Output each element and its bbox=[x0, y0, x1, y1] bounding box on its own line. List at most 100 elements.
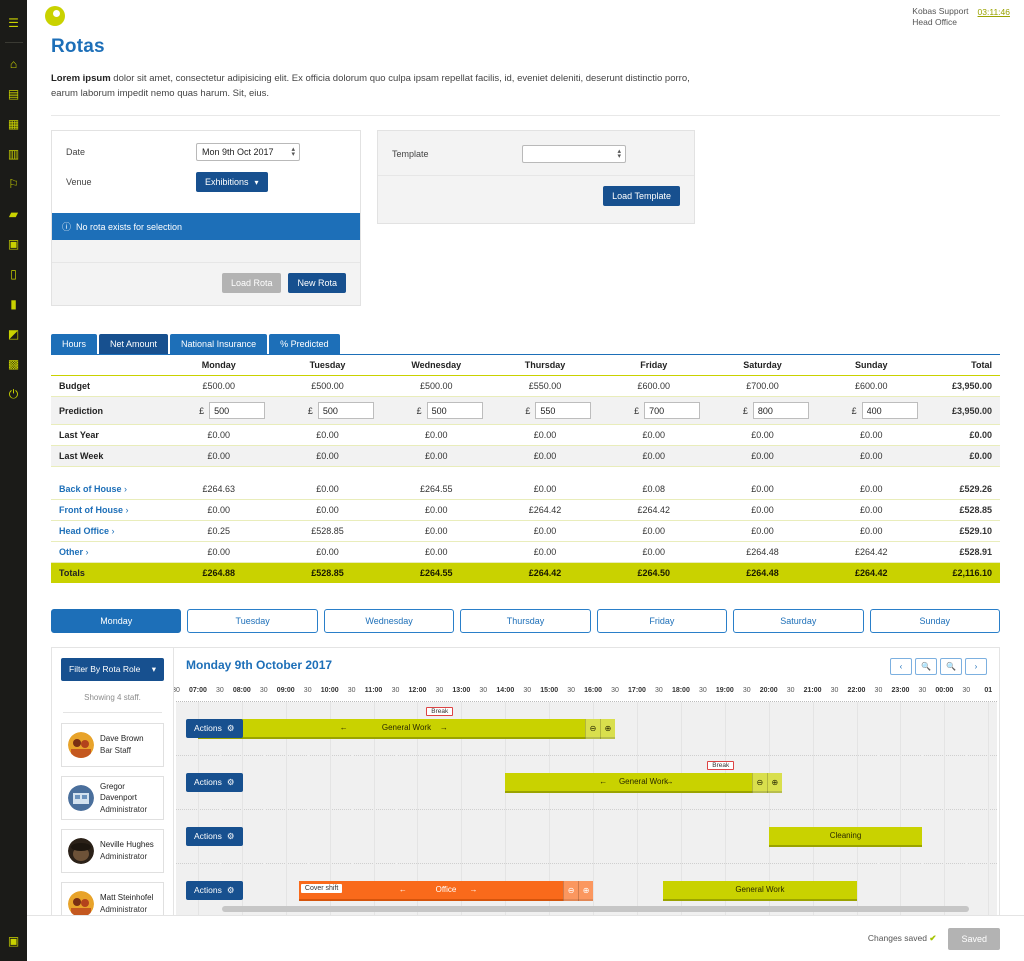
ho-sunday: £0.00 bbox=[816, 520, 926, 542]
timeline-row-neville-hughes: Actions ⚙ Cleaning bbox=[176, 809, 997, 864]
list-item[interactable]: Dave Brown Bar Staff bbox=[61, 722, 164, 767]
date-select[interactable]: Mon 9th Oct 2017 ▴ ▾ bbox=[196, 143, 300, 162]
power-icon[interactable]: ⏻ bbox=[8, 387, 19, 401]
saved-button[interactable]: Saved bbox=[948, 927, 1000, 950]
shift-block[interactable]: ← → General Work ⊖ ⊕ bbox=[197, 718, 616, 739]
shift-move-left-icon[interactable]: ← bbox=[599, 777, 608, 787]
settings-icon[interactable]: ▣ bbox=[7, 934, 20, 948]
home-icon[interactable]: ⌂ bbox=[9, 57, 18, 71]
shift-resize-start-handle[interactable]: ⊖ bbox=[563, 880, 579, 901]
day-tab-monday[interactable]: Monday bbox=[51, 608, 182, 633]
tab-hours[interactable]: Hours bbox=[51, 334, 98, 355]
truck-icon[interactable]: ▰ bbox=[8, 207, 19, 221]
timeline-gridline bbox=[834, 701, 836, 915]
shift-resize-end-handle[interactable]: ⊕ bbox=[600, 718, 616, 739]
card-icon[interactable]: ▣ bbox=[7, 237, 20, 251]
prediction-tuesday-input[interactable] bbox=[317, 402, 374, 420]
timeline-horizontal-scrollbar[interactable] bbox=[222, 905, 969, 912]
calendar-icon[interactable]: ▦ bbox=[7, 117, 20, 131]
day-tab-saturday[interactable]: Saturday bbox=[733, 608, 864, 633]
ruler-hour-label: 11:00 bbox=[364, 686, 383, 694]
spinner-icon: ▴ ▾ bbox=[291, 146, 295, 159]
role-link-head-office[interactable]: Head Office bbox=[59, 526, 115, 536]
venue-field-row: Venue Exhibitions bbox=[66, 172, 346, 193]
tag-icon[interactable]: ⚐ bbox=[8, 177, 19, 191]
day-tab-friday[interactable]: Friday bbox=[596, 608, 728, 633]
prediction-thursday-cell: £ bbox=[490, 396, 600, 426]
role-link-back-of-house[interactable]: Back of House bbox=[59, 484, 127, 494]
actions-button[interactable]: Actions ⚙ bbox=[186, 826, 243, 846]
info-icon: ⓘ bbox=[62, 222, 72, 233]
load-rota-button[interactable]: Load Rota bbox=[221, 273, 282, 294]
filter-by-rota-role-button[interactable]: Filter By Rota Role ▾ bbox=[61, 657, 164, 681]
day-tab-wednesday[interactable]: Wednesday bbox=[323, 608, 455, 633]
shift-block[interactable]: Cover shift ← → Office ⊖ ⊕ bbox=[298, 880, 594, 901]
load-template-button[interactable]: Load Template bbox=[603, 186, 680, 207]
tab-net-amount[interactable]: Net Amount bbox=[99, 334, 169, 355]
actions-button[interactable]: Actions ⚙ bbox=[186, 880, 243, 900]
budget-sunday: £600.00 bbox=[816, 375, 926, 398]
role-link-other[interactable]: Other bbox=[59, 547, 89, 557]
totals-monday: £264.88 bbox=[164, 562, 274, 583]
table-row-totals: Totals £264.88 £528.85 £264.55 £264.42 £… bbox=[51, 562, 1000, 583]
day-tab-thursday[interactable]: Thursday bbox=[460, 608, 591, 633]
day-tab-tuesday[interactable]: Tuesday bbox=[187, 608, 318, 633]
shift-move-right-icon[interactable]: → bbox=[439, 723, 448, 733]
shift-resize-end-handle[interactable]: ⊕ bbox=[766, 772, 782, 793]
role-link-front-of-house[interactable]: Front of House bbox=[59, 505, 129, 515]
break-marker[interactable]: Break bbox=[426, 706, 454, 716]
shift-block[interactable]: General Work bbox=[663, 880, 857, 901]
prediction-saturday-input[interactable] bbox=[752, 402, 809, 420]
clipboard-icon[interactable]: ▤ bbox=[7, 87, 20, 101]
lastweek-friday: £0.00 bbox=[599, 445, 709, 468]
shift-resize-start-handle[interactable]: ⊖ bbox=[751, 772, 767, 793]
shift-resize-start-handle[interactable]: ⊖ bbox=[585, 718, 601, 739]
tab-national-insurance[interactable]: National Insurance bbox=[170, 334, 268, 355]
bag-icon[interactable]: ▯ bbox=[10, 267, 17, 281]
shift-block[interactable]: Cleaning bbox=[768, 826, 923, 847]
actions-button[interactable]: Actions ⚙ bbox=[186, 772, 243, 792]
col-header-sunday: Sunday bbox=[816, 354, 926, 377]
zoom-out-icon[interactable]: 🔍 bbox=[915, 657, 937, 675]
day-tab-sunday[interactable]: Sunday bbox=[869, 608, 1000, 633]
shift-block[interactable]: ← → General Work ⊖ ⊕ bbox=[505, 772, 782, 793]
chevron-left-icon[interactable]: ‹ bbox=[890, 657, 912, 675]
shift-move-left-icon[interactable]: ← bbox=[398, 885, 407, 895]
ruler-hour-label: 17:00 bbox=[628, 686, 646, 694]
barcode-icon[interactable]: ▮ bbox=[10, 297, 17, 311]
ruler-half-label: 30 bbox=[174, 686, 180, 694]
rota-timeline-header: Monday 9th October 2017 ‹ 🔍 🔍 › bbox=[174, 648, 999, 675]
shift-move-right-icon[interactable]: → bbox=[665, 777, 674, 787]
chevron-right-icon[interactable]: › bbox=[965, 657, 987, 675]
list-item[interactable]: Neville Hughes Administrator bbox=[61, 828, 164, 873]
prediction-monday-input[interactable] bbox=[209, 402, 266, 420]
shift-move-right-icon[interactable]: → bbox=[469, 885, 478, 895]
list-item[interactable]: Matt Steinhofel Administrator bbox=[61, 881, 164, 915]
row-label-budget: Budget bbox=[51, 375, 165, 398]
shift-move-left-icon[interactable]: ← bbox=[339, 723, 348, 733]
list-item[interactable]: Gregor Davenport Administrator bbox=[61, 775, 164, 820]
gear-icon: ⚙ bbox=[226, 830, 235, 841]
account-site: Head Office bbox=[912, 17, 958, 28]
menu-icon[interactable]: ☰ bbox=[8, 16, 19, 30]
currency-symbol: £ bbox=[525, 405, 531, 416]
book-icon[interactable]: ▥ bbox=[7, 147, 20, 161]
table-row-prediction: Prediction £ £ £ £ £ £ £ £3,950.00 bbox=[51, 396, 1000, 426]
new-rota-button[interactable]: New Rota bbox=[288, 273, 346, 294]
template-select[interactable]: ▴ ▾ bbox=[522, 145, 626, 164]
shift-resize-end-handle[interactable]: ⊕ bbox=[578, 880, 594, 901]
actions-button[interactable]: Actions ⚙ bbox=[186, 718, 243, 738]
rota-date-heading: Monday 9th October 2017 bbox=[186, 657, 333, 672]
prediction-wednesday-input[interactable] bbox=[426, 402, 483, 420]
tab-percent-predicted[interactable]: % Predicted bbox=[269, 334, 340, 355]
prediction-friday-input[interactable] bbox=[644, 402, 701, 420]
staff-divider bbox=[63, 711, 162, 713]
chart-icon[interactable]: ◩ bbox=[7, 327, 20, 341]
prediction-saturday-cell: £ bbox=[708, 396, 817, 426]
prediction-thursday-input[interactable] bbox=[535, 402, 592, 420]
break-marker[interactable]: Break bbox=[707, 760, 735, 770]
zoom-in-icon[interactable]: 🔍 bbox=[940, 657, 962, 675]
grid-icon[interactable]: ▩ bbox=[7, 357, 20, 371]
prediction-sunday-input[interactable] bbox=[861, 402, 918, 420]
venue-dropdown-button[interactable]: Exhibitions bbox=[196, 172, 268, 193]
